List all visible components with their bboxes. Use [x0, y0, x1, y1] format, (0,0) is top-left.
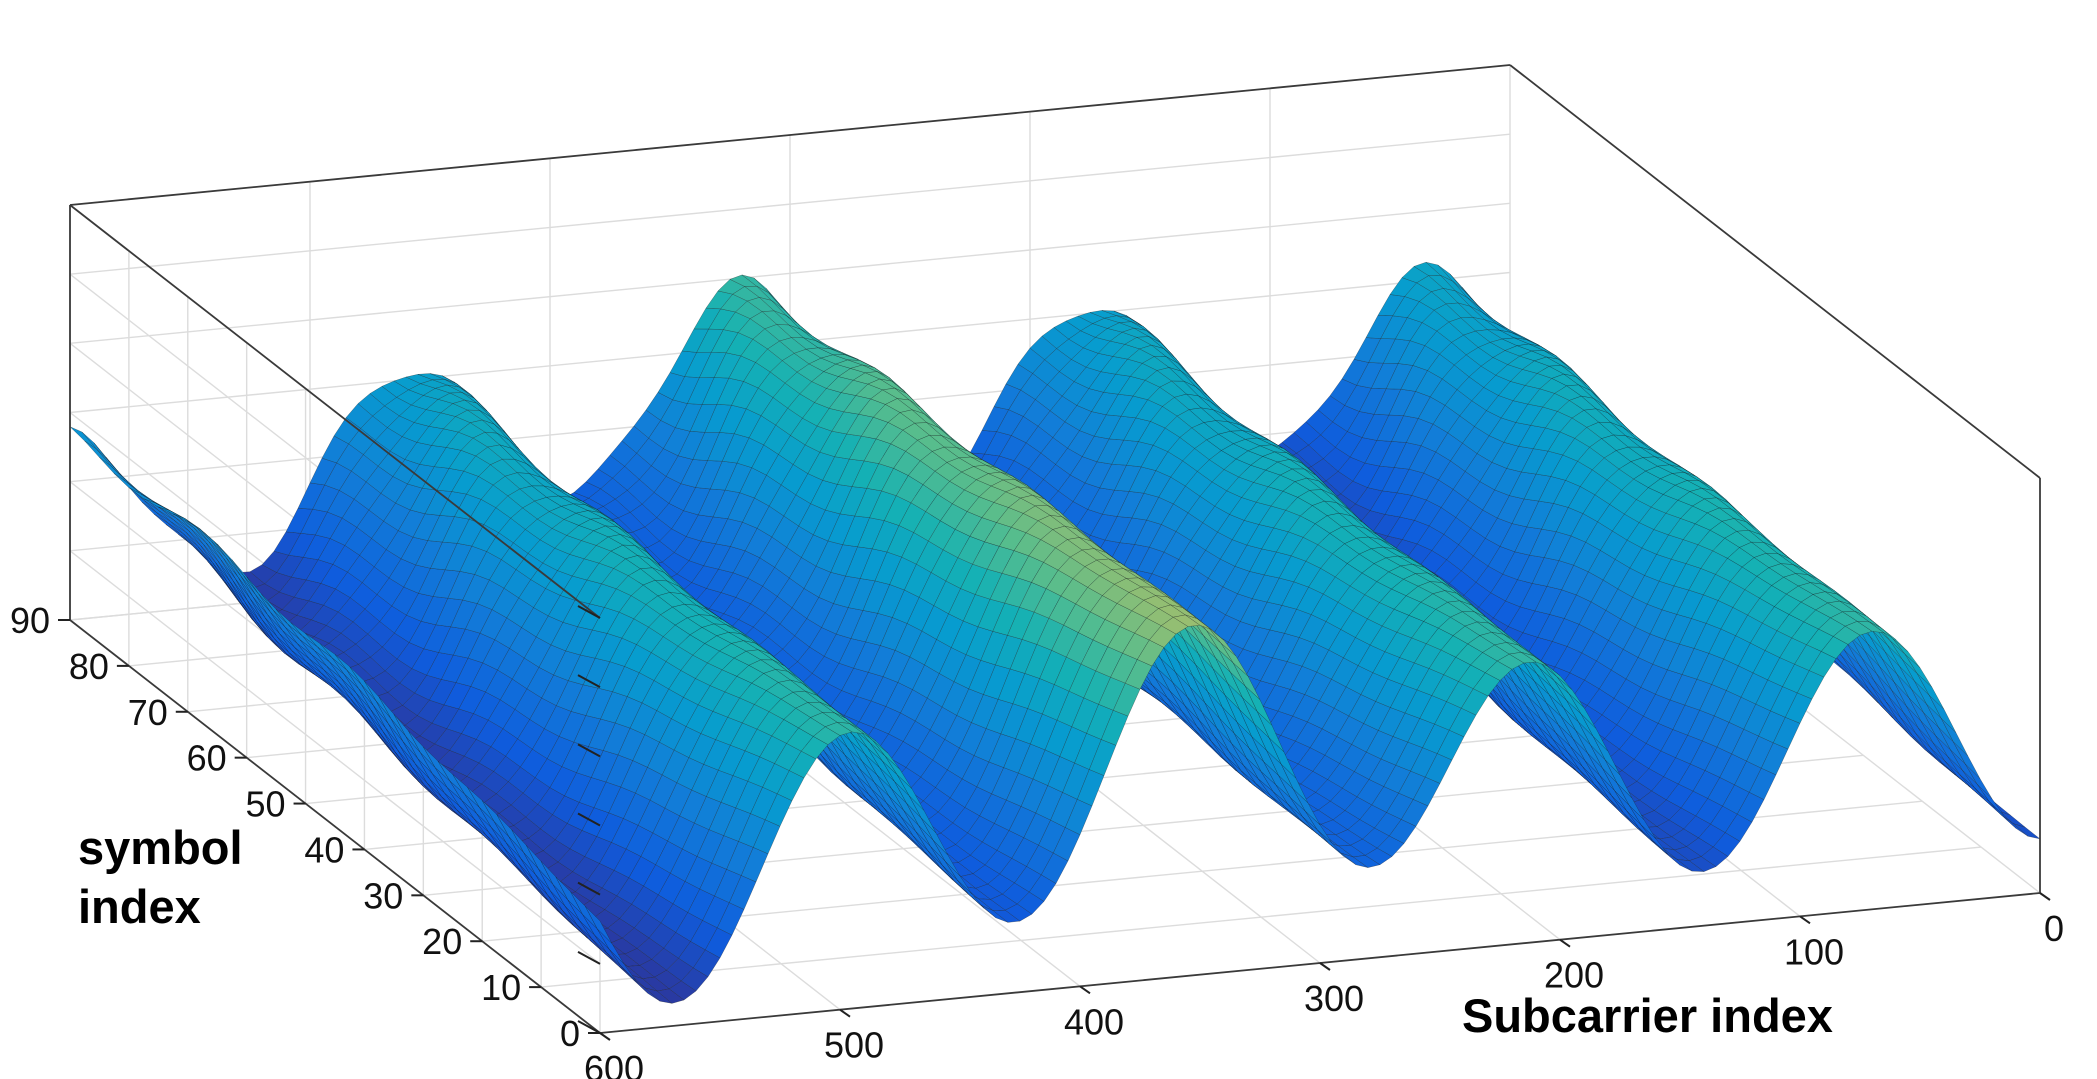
x-tick-label: 0 [2044, 908, 2064, 949]
y-tick-label: 20 [422, 921, 462, 962]
sidewall-grid-z [69, 550, 601, 965]
backwall-grid-z [69, 202, 1511, 345]
y-tick-label: 60 [187, 738, 227, 779]
y-tick-label: 70 [128, 692, 168, 733]
x-tick-mark [1319, 962, 1331, 971]
x-tick-label: 400 [1064, 1001, 1124, 1042]
x-tick-label: 500 [824, 1025, 884, 1066]
x-tick-label: 600 [584, 1048, 644, 1079]
y-tick-label: 80 [69, 646, 109, 687]
y-tick-label: 10 [481, 967, 521, 1008]
surface-layer [69, 261, 2041, 1004]
surface-patch [84, 440, 112, 467]
x-tick-mark [1559, 938, 1571, 948]
y-axis-title-line-2: index [78, 880, 201, 933]
x-axis-title: Subcarrier index [1462, 989, 1833, 1042]
x-tick-label: 100 [1784, 931, 1844, 972]
y-tick-label: 0 [560, 1013, 580, 1054]
y-axis-title-line-1: symbol [78, 821, 243, 874]
surface-patch [81, 431, 109, 462]
surface-patch [1977, 784, 2005, 816]
y-tick-label: 40 [304, 829, 344, 870]
surface-patch [2013, 823, 2041, 840]
floor-grid-y [541, 846, 1982, 988]
z-tick-mark [577, 950, 601, 965]
y-tick-label: 50 [246, 784, 286, 825]
y-tick-label: 30 [363, 875, 403, 916]
x-tick-mark [2039, 892, 2051, 901]
x-tick-mark [1799, 915, 1811, 925]
backwall-grid-z [69, 133, 1511, 275]
z-tick-mark [577, 1020, 601, 1034]
y-tick-label: 90 [10, 600, 50, 641]
x-tick-mark [839, 1008, 851, 1018]
x-tick-mark [1079, 985, 1091, 995]
x-tick-mark [599, 1032, 611, 1041]
x-tick-label: 300 [1304, 978, 1364, 1019]
